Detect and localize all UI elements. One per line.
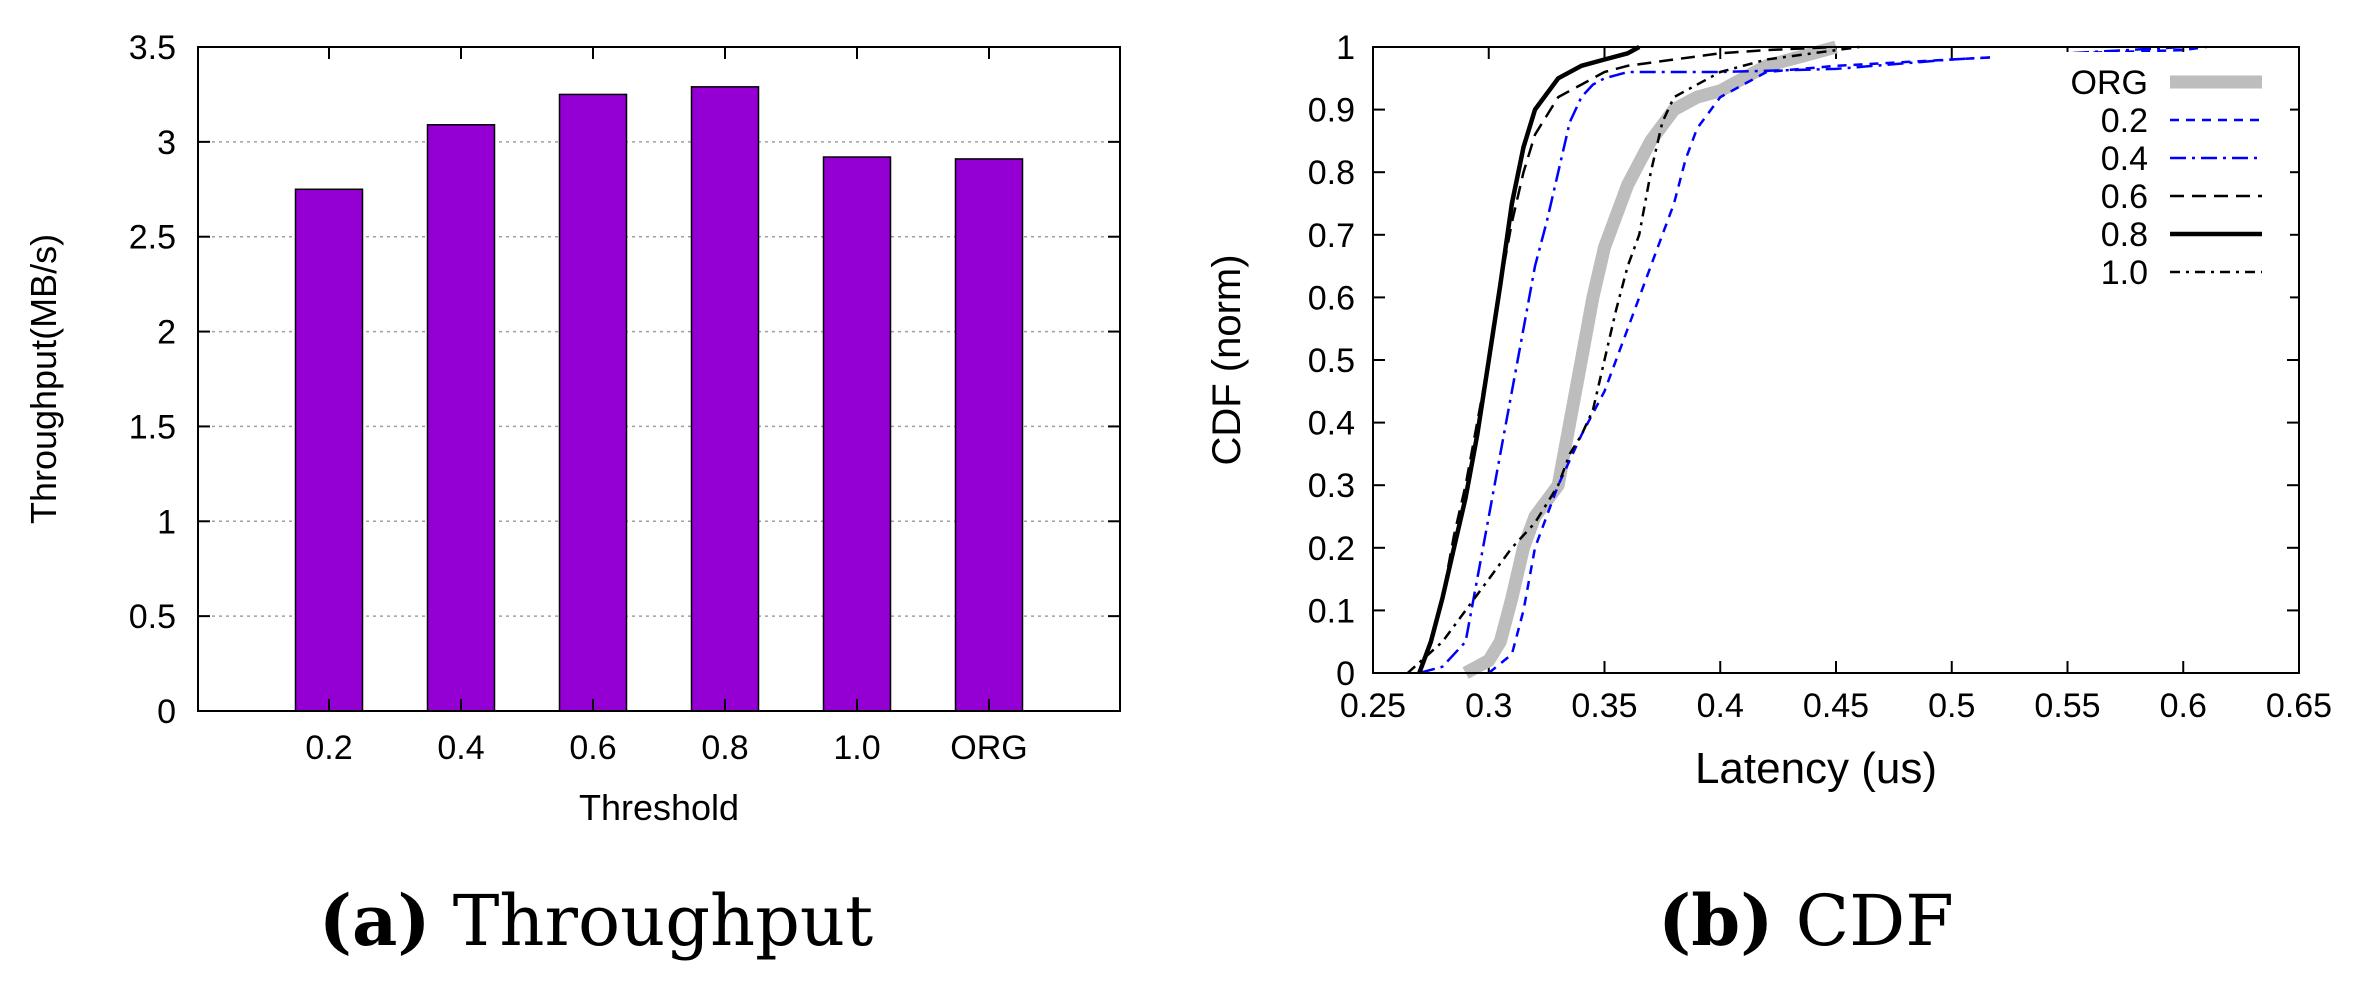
throughput-bar-1.0: [822, 156, 892, 712]
cdf-y-tick-label: 0.5: [1308, 342, 1355, 380]
throughput-bar-chart: 0 0.5 1 1.5 2 2.5 3 3.5 0.2 0.4 0.6 0.8 1.0 ORG Thre…: [23, 29, 1121, 962]
throughput-bar-ORG: [954, 158, 1024, 712]
throughput-y-tick-label: 3.5: [129, 29, 176, 67]
throughput-caption-title: Throughput: [453, 880, 873, 962]
cdf-series-ORG: [1462, 40, 1838, 679]
throughput-bar-0.8: [690, 86, 760, 712]
throughput-caption-spacer: [430, 880, 452, 962]
throughput-x-tick-label: 0.6: [569, 729, 616, 767]
cdf-x-tick-label: 0.35: [1571, 687, 1637, 725]
cdf-x-tick-label: 0.6: [2160, 687, 2207, 725]
cdf-legend-label: 0.6: [2101, 178, 2148, 216]
cdf-plot-frame: [1372, 46, 2300, 674]
cdf-x-tick-label: 0.3: [1465, 687, 1512, 725]
cdf-y-tick-label: 0.7: [1308, 217, 1355, 255]
throughput-x-tick-label: ORG: [950, 729, 1027, 767]
cdf-x-tick-label: 0.65: [2266, 687, 2332, 725]
cdf-x-axis-title: Latency (us): [1695, 744, 1937, 793]
throughput-y-tick-label: 0.5: [129, 598, 176, 636]
throughput-y-ticks: 0 0.5 1 1.5 2 2.5 3 3.5: [129, 29, 1120, 731]
cdf-y-tick-label: 1: [1336, 29, 1355, 67]
throughput-y-tick-label: 1: [157, 503, 176, 541]
cdf-caption: (b) CDF: [1658, 879, 1954, 962]
cdf-series-0.8: [1417, 45, 1641, 674]
throughput-x-tick-label: 0.8: [701, 729, 748, 767]
cdf-y-tick-label: 0: [1336, 655, 1355, 693]
throughput-y-tick-label: 0: [157, 693, 176, 731]
throughput-x-axis-title: Threshold: [579, 787, 739, 828]
cdf-y-tick-label: 0.4: [1308, 405, 1355, 443]
latency-cdf-chart: 0 0.1 0.2 0.3 0.4 0.5 0.6 0.7 0.8 0.9 1 0.25 0.3 0.3…: [1205, 29, 2332, 962]
cdf-caption-spacer: [1773, 880, 1795, 962]
cdf-series-0.6: [1418, 45, 1837, 674]
cdf-caption-title: CDF: [1796, 880, 1954, 962]
cdf-x-tick-label: 0.55: [2034, 687, 2100, 725]
cdf-x-tick-label: 0.5: [1928, 687, 1975, 725]
cdf-series-0.4: [1418, 45, 2184, 675]
cdf-y-tick-label: 0.6: [1308, 279, 1355, 317]
cdf-x-tick-labels: 0.25 0.3 0.35 0.4 0.45 0.5 0.55 0.6 0.65: [1340, 687, 2332, 725]
cdf-legend-label: ORG: [2071, 64, 2148, 102]
cdf-x-tick-label: 0.25: [1340, 687, 1406, 725]
throughput-y-tick-label: 2.5: [129, 219, 176, 257]
cdf-y-tick-label: 0.9: [1308, 92, 1355, 130]
cdf-series-0.2: [1488, 45, 2207, 674]
throughput-y-tick-label: 2: [157, 314, 176, 352]
throughput-plot-frame: [197, 46, 1121, 712]
throughput-x-ticks: 0.2 0.4 0.6 0.8 1.0 ORG: [305, 47, 1028, 767]
cdf-legend-label: 0.4: [2101, 140, 2148, 178]
cdf-legend-label: 0.2: [2101, 102, 2148, 140]
cdf-x-tick-label: 0.4: [1697, 687, 1744, 725]
cdf-y-tick-label: 0.8: [1308, 154, 1355, 192]
cdf-series-1.0: [1406, 45, 1860, 674]
cdf-legend-label: 0.8: [2101, 216, 2148, 254]
throughput-x-tick-label: 1.0: [833, 729, 880, 767]
throughput-x-tick-label: 0.4: [437, 729, 484, 767]
cdf-series-lines: [1406, 40, 2207, 679]
throughput-bar-0.6: [558, 93, 628, 712]
throughput-y-axis-title: Throughput(MB/s): [23, 234, 64, 524]
throughput-bar-0.2: [294, 188, 364, 712]
throughput-y-tick-label: 3: [157, 124, 176, 162]
throughput-y-tick-label: 1.5: [129, 408, 176, 446]
throughput-x-tick-label: 0.2: [305, 729, 352, 767]
throughput-bar-0.4: [426, 124, 496, 712]
throughput-caption-label: (a): [319, 879, 431, 962]
cdf-y-tick-label: 0.2: [1308, 530, 1355, 568]
cdf-y-tick-label: 0.1: [1308, 592, 1355, 630]
cdf-y-tick-label: 0.3: [1308, 467, 1355, 505]
throughput-caption: (a) Throughput: [319, 879, 873, 962]
cdf-legend-background: [1990, 52, 2290, 304]
throughput-bars: [294, 86, 1024, 712]
cdf-caption-label: (b): [1658, 879, 1773, 962]
cdf-y-tick-labels: 0 0.1 0.2 0.3 0.4 0.5 0.6 0.7 0.8 0.9 1: [1308, 29, 1355, 693]
cdf-y-axis-title: CDF (norm): [1205, 254, 1249, 465]
cdf-legend-label: 1.0: [2101, 254, 2148, 292]
cdf-x-tick-label: 0.45: [1803, 687, 1869, 725]
